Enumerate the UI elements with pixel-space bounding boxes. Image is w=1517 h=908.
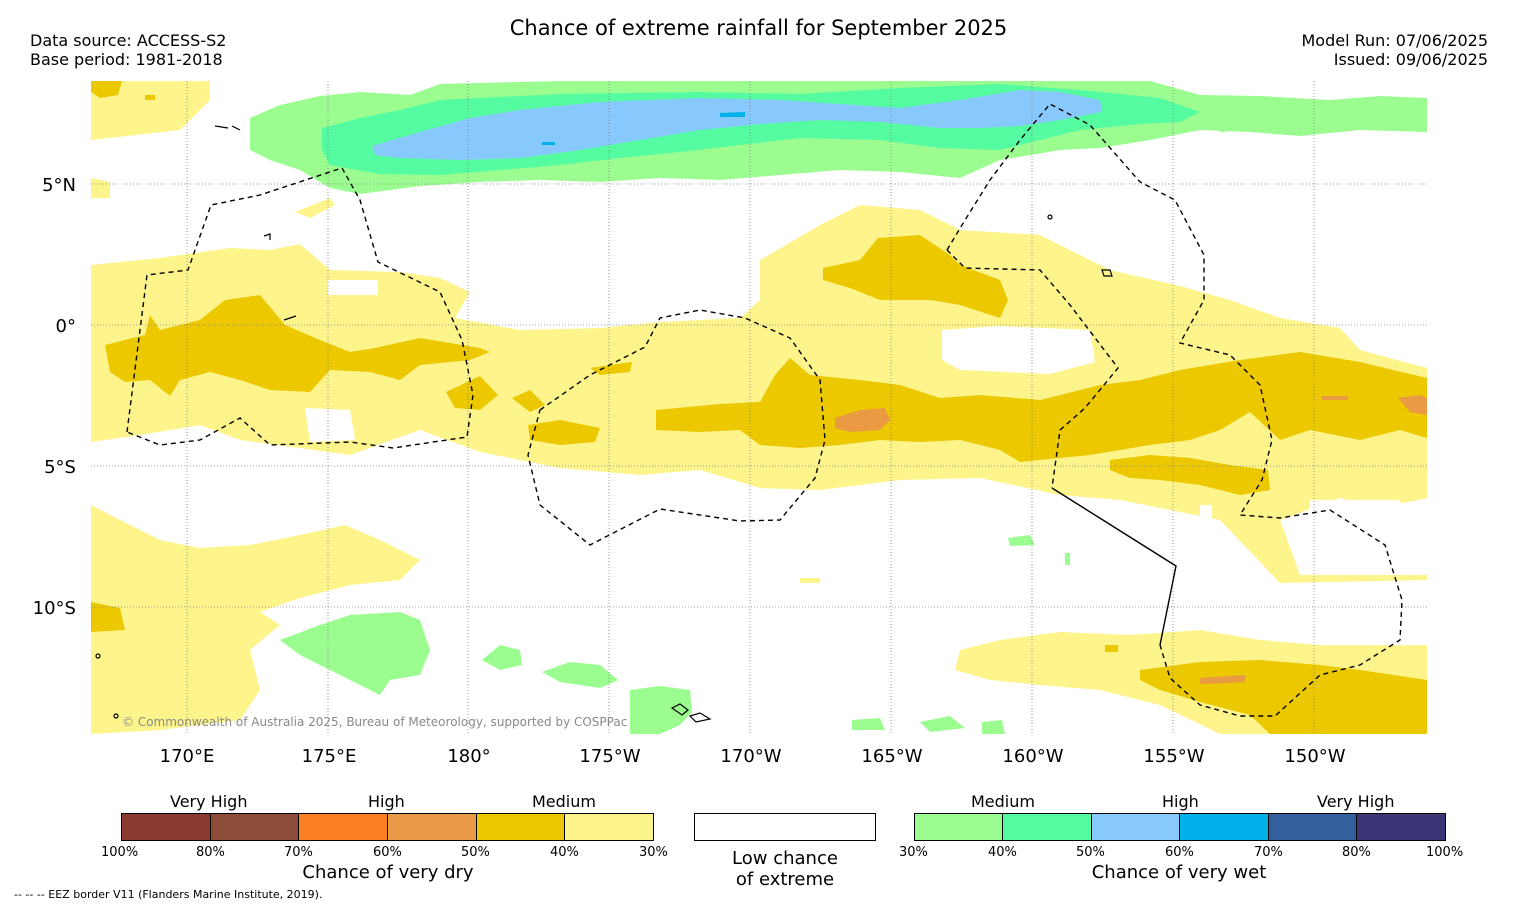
dry-tick-80: 80% [196, 845, 225, 860]
lon-label-180: 180° [447, 746, 491, 767]
lon-label-175w: 175°W [579, 746, 641, 767]
wet-tick-60: 60% [1165, 845, 1194, 860]
dry-level-very-high: Very High [170, 792, 248, 811]
map-gridlines [91, 81, 1427, 734]
model-run-label: Model Run: 07/06/2025 [1301, 31, 1489, 50]
dry-swatch-60-50 [387, 813, 476, 841]
map-plot-area [91, 81, 1427, 734]
low-chance-swatch [694, 813, 876, 841]
lon-label-160w: 160°W [1002, 746, 1064, 767]
wet-swatch-80-100 [1356, 813, 1446, 841]
dry-tick-30: 30% [639, 845, 668, 860]
wet-swatch-40-50 [1002, 813, 1091, 841]
wet-level-medium: Medium [971, 792, 1035, 811]
lon-label-165w: 165°W [861, 746, 923, 767]
lat-label-5s: 5°S [44, 457, 76, 478]
lat-label-5n: 5°N [42, 175, 76, 196]
wet-swatch-60-70 [1179, 813, 1269, 841]
map-title: Chance of extreme rainfall for September… [509, 16, 1008, 40]
eez-footnote: -- -- -- EEZ border V11 (Flanders Marine… [14, 888, 323, 901]
dry-tick-70: 70% [284, 845, 313, 860]
wet-legend-caption: Chance of very wet [1091, 862, 1267, 883]
island-outlines [95, 125, 1113, 723]
wet-tick-40: 40% [988, 845, 1017, 860]
lon-label-150w: 150°W [1284, 746, 1346, 767]
lon-label-155w: 155°W [1143, 746, 1205, 767]
wet-swatch-50-60 [1091, 813, 1180, 841]
issued-label: Issued: 09/06/2025 [1333, 50, 1488, 69]
dry-swatch-100-80 [121, 813, 211, 841]
dry-swatch-80-70 [210, 813, 299, 841]
dry-swatch-40-30 [564, 813, 654, 841]
wet-swatch-70-80 [1268, 813, 1357, 841]
dry-legend-caption: Chance of very dry [302, 862, 474, 883]
data-info: Data source: ACCESS-S2 Base period: 1981… [30, 31, 226, 69]
eez-border-solid [1051, 487, 1177, 646]
wet-tick-80: 80% [1342, 845, 1371, 860]
dry-tick-100: 100% [101, 845, 139, 860]
base-period-label: Base period: 1981-2018 [30, 50, 223, 69]
data-source-label: Data source: ACCESS-S2 [30, 31, 227, 50]
lat-label-0: 0° [55, 316, 76, 337]
dry-tick-60: 60% [373, 845, 402, 860]
wet-level-high: High [1162, 792, 1199, 811]
dry-swatch-70-60 [298, 813, 387, 841]
lon-label-170w: 170°W [720, 746, 782, 767]
wet-level-very-high: Very High [1317, 792, 1395, 811]
dry-level-high: High [368, 792, 405, 811]
low-chance-caption-line2: of extreme [735, 869, 835, 890]
dry-30-40-regions [91, 81, 1427, 734]
dry-tick-40: 40% [550, 845, 579, 860]
dry-tick-50: 50% [461, 845, 490, 860]
wet-60-70-regions [542, 112, 745, 145]
lon-label-170e: 170°E [159, 746, 215, 767]
eez-borders [126, 103, 1403, 717]
low-chance-caption: Low chance of extreme [694, 848, 876, 890]
wet-tick-70: 70% [1254, 845, 1283, 860]
wet-tick-100: 100% [1426, 845, 1464, 860]
lon-label-175e: 175°E [301, 746, 357, 767]
wet-tick-50: 50% [1076, 845, 1105, 860]
copyright-notice: © Commonwealth of Australia 2025, Bureau… [122, 715, 628, 729]
dry-level-medium: Medium [532, 792, 596, 811]
dry-50-60-regions [835, 395, 1427, 684]
lat-label-10s: 10°S [32, 598, 76, 619]
low-chance-caption-line1: Low chance [732, 848, 838, 869]
wet-swatch-30-40 [914, 813, 1003, 841]
run-info: Model Run: 07/06/2025 Issued: 09/06/2025 [1302, 31, 1489, 69]
low-chance-regions [305, 228, 1405, 525]
dry-swatch-50-40 [476, 813, 565, 841]
wet-tick-30: 30% [899, 845, 928, 860]
